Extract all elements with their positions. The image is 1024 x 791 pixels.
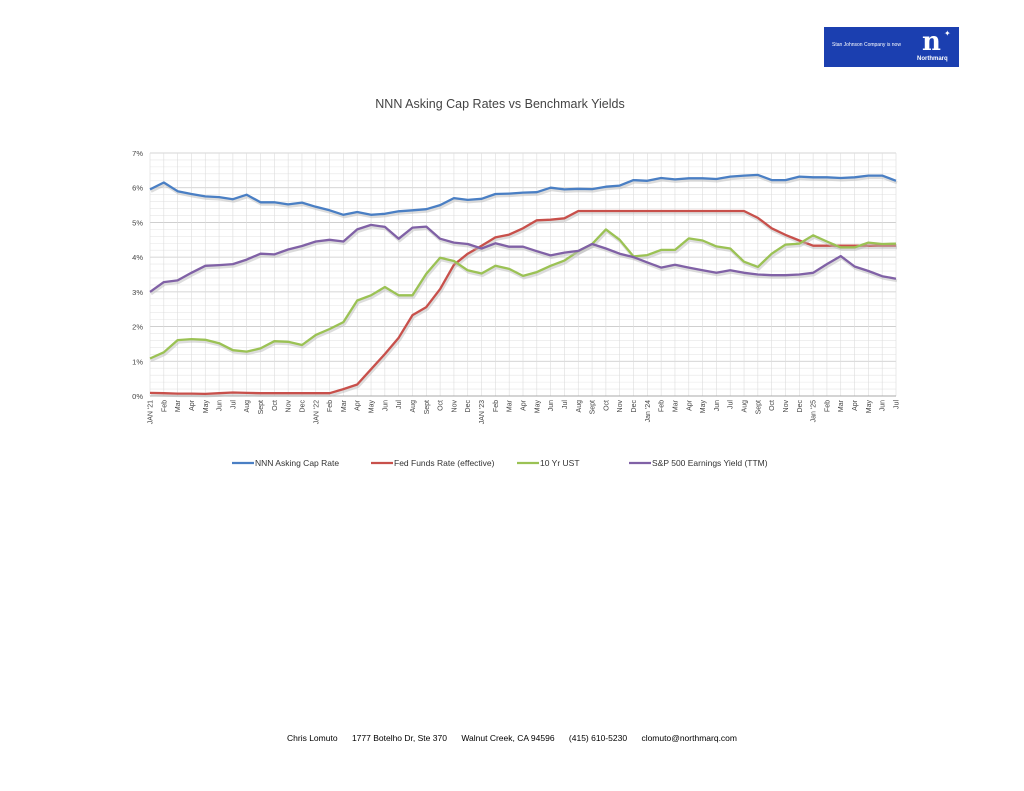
x-tick-label: Jul bbox=[728, 400, 735, 409]
x-tick-label: Aug bbox=[244, 400, 251, 413]
footer-address: 1777 Botelho Dr, Ste 370 bbox=[351, 733, 447, 743]
x-tick-label: JAN '21 bbox=[148, 400, 155, 424]
footer-phone: (415) 610-5230 bbox=[568, 733, 628, 743]
x-tick-label: Dec bbox=[631, 400, 638, 413]
x-tick-label: May bbox=[534, 400, 541, 414]
footer-name: Chris Lomuto bbox=[287, 733, 338, 743]
x-tick-label: Apr bbox=[852, 399, 859, 411]
x-tick-label: Nov bbox=[783, 400, 790, 413]
x-tick-label: Feb bbox=[824, 400, 831, 412]
x-tick-label: Nov bbox=[286, 400, 293, 413]
y-axis: 0% 1% 2% 3% 4% 5% 6% 7% bbox=[132, 149, 143, 401]
y-tick-label: 6% bbox=[132, 184, 143, 193]
x-tick-label: Jul bbox=[894, 400, 901, 409]
y-tick-label: 1% bbox=[132, 357, 143, 366]
x-tick-label: May bbox=[203, 400, 210, 414]
x-tick-label: Jun bbox=[382, 400, 389, 411]
chart-title: NNN Asking Cap Rates vs Benchmark Yields bbox=[375, 97, 624, 111]
x-tick-label: Feb bbox=[493, 400, 500, 412]
x-tick-label: Jun bbox=[714, 400, 721, 411]
series-shadow bbox=[150, 211, 897, 398]
x-tick-label: Mar bbox=[507, 399, 514, 412]
x-tick-label: Dec bbox=[797, 400, 804, 413]
logo-tagline: Stan Johnson Company is now bbox=[832, 42, 901, 48]
x-tick-label: Mar bbox=[838, 399, 845, 412]
x-tick-label: May bbox=[700, 400, 707, 414]
x-tick-label: May bbox=[866, 400, 873, 414]
x-tick-label: Oct bbox=[769, 400, 776, 411]
footer-email[interactable]: clomuto@northmarq.com bbox=[641, 733, 737, 743]
footer-contact: Chris Lomuto 1777 Botelho Dr, Ste 370 Wa… bbox=[0, 733, 1024, 743]
x-axis: JAN '21 Feb Mar Apr May Jun Jul Aug Sept Oct Nov De… bbox=[148, 399, 901, 424]
x-tick-label: Jul bbox=[396, 400, 403, 409]
y-tick-label: 5% bbox=[132, 218, 143, 227]
series-shadow bbox=[150, 229, 898, 362]
legend-label: Fed Funds Rate (effective) bbox=[394, 458, 495, 468]
x-tick-label: Dec bbox=[299, 400, 306, 413]
x-tick-label: Jun bbox=[548, 400, 555, 411]
x-tick-label: Oct bbox=[272, 400, 279, 411]
legend-label: NNN Asking Cap Rate bbox=[255, 458, 339, 468]
x-tick-label: Sept bbox=[755, 400, 762, 414]
x-tick-label: Mar bbox=[175, 399, 182, 412]
x-tick-label: Jul bbox=[230, 400, 237, 409]
y-tick-label: 2% bbox=[132, 323, 143, 332]
x-tick-label: May bbox=[369, 400, 376, 414]
x-tick-label: Feb bbox=[327, 400, 334, 412]
y-tick-label: 0% bbox=[132, 392, 143, 401]
footer-city: Walnut Creek, CA 94596 bbox=[461, 733, 555, 743]
legend-label: 10 Yr UST bbox=[540, 458, 580, 468]
x-tick-label: Aug bbox=[742, 400, 749, 413]
logo-star-icon: ✦ bbox=[944, 29, 951, 38]
x-tick-label: Apr bbox=[521, 399, 528, 411]
x-tick-label: Sept bbox=[590, 400, 597, 414]
series-shadow bbox=[150, 225, 898, 296]
northmarq-logo: Stan Johnson Company is now n ✦ Northmar… bbox=[824, 27, 959, 67]
series-shadow bbox=[150, 175, 898, 219]
x-tick-label: Mar bbox=[672, 399, 679, 412]
logo-mark: n bbox=[922, 27, 941, 57]
x-tick-label: Jan '24 bbox=[645, 400, 652, 422]
series-line-nnn-asking-cap-rate bbox=[149, 173, 897, 216]
x-tick-label: Jun bbox=[880, 400, 887, 411]
series-line-10-yr-ust bbox=[149, 228, 897, 360]
legend-label: S&P 500 Earnings Yield (TTM) bbox=[652, 458, 768, 468]
x-tick-label: Oct bbox=[438, 400, 445, 411]
x-tick-label: Feb bbox=[161, 400, 168, 412]
x-tick-label: Sept bbox=[258, 400, 265, 414]
x-tick-label: Oct bbox=[603, 400, 610, 411]
legend: NNN Asking Cap Rate Fed Funds Rate (effec… bbox=[232, 458, 768, 468]
x-tick-label: JAN '22 bbox=[313, 400, 320, 424]
x-tick-label: Apr bbox=[189, 399, 196, 411]
x-tick-label: Jan '25 bbox=[811, 400, 818, 422]
logo-brand: Northmarq bbox=[917, 56, 948, 62]
series-lines bbox=[149, 173, 898, 398]
x-tick-label: Nov bbox=[617, 400, 624, 413]
x-tick-label: Mar bbox=[341, 399, 348, 412]
x-tick-label: Dec bbox=[465, 400, 472, 413]
x-tick-label: Feb bbox=[659, 400, 666, 412]
x-tick-label: Jul bbox=[562, 400, 569, 409]
x-tick-label: Apr bbox=[686, 399, 693, 411]
x-tick-label: Apr bbox=[355, 399, 362, 411]
y-tick-label: 7% bbox=[132, 149, 143, 158]
y-tick-label: 4% bbox=[132, 253, 143, 262]
series-line-s-p-500-earnings-yield-ttm- bbox=[149, 223, 897, 293]
x-tick-label: JAN '23 bbox=[479, 400, 486, 424]
x-tick-label: Jun bbox=[217, 400, 224, 411]
series-line-fed-funds-rate-effective- bbox=[149, 209, 896, 396]
y-tick-label: 3% bbox=[132, 288, 143, 297]
x-tick-label: Nov bbox=[451, 400, 458, 413]
x-tick-label: Aug bbox=[410, 400, 417, 413]
x-tick-label: Sept bbox=[424, 400, 431, 414]
x-tick-label: Aug bbox=[576, 400, 583, 413]
